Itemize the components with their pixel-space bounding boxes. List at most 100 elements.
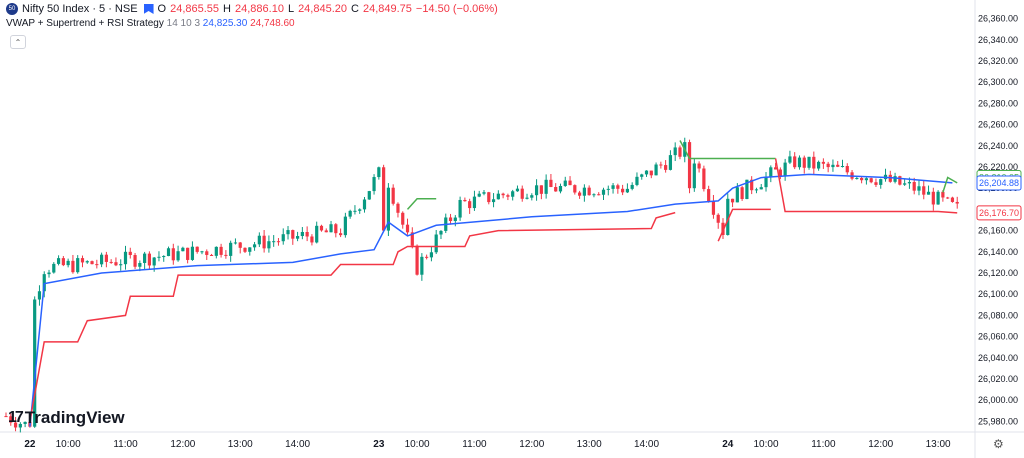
x-tick-label: 24: [722, 439, 734, 450]
candle-body: [769, 167, 773, 177]
candle-body: [539, 185, 543, 194]
symbol-title[interactable]: Nifty 50 Index · 5 · NSE: [22, 3, 138, 15]
candle-body: [56, 258, 61, 264]
high-value: 24,886.10: [235, 3, 284, 15]
candle-body: [630, 184, 634, 189]
candle-body: [358, 209, 362, 211]
candle-body: [534, 185, 539, 196]
candle-body: [367, 191, 371, 200]
settings-gear-icon[interactable]: ⚙: [993, 437, 1004, 451]
candle-body: [233, 242, 238, 244]
candle-body: [23, 421, 27, 424]
candle-body: [176, 251, 180, 261]
candle-body: [133, 255, 137, 267]
candle-body: [855, 178, 859, 180]
indicator-name: VWAP + Supertrend + RSI Strategy: [6, 18, 164, 29]
candle-body: [745, 179, 749, 200]
candle-body: [85, 261, 89, 263]
candle-body: [659, 164, 663, 166]
candle-body: [563, 180, 567, 186]
symbol-header: 50 Nifty 50 Index · 5 · NSE O 24,865.55 H…: [6, 3, 498, 15]
x-tick-label: 12:00: [868, 439, 893, 450]
change-value: −14.50 (−0.06%): [415, 3, 498, 15]
candle-body: [625, 188, 629, 193]
candle-body: [573, 185, 577, 193]
candle-body: [578, 192, 582, 196]
candle-body: [238, 242, 242, 248]
candle-body: [864, 178, 868, 181]
candle-body: [773, 167, 778, 170]
low-value: 24,845.20: [298, 3, 347, 15]
candle-body: [621, 188, 625, 193]
candle-body: [377, 167, 381, 178]
candle-body: [276, 241, 281, 243]
candle-body: [195, 246, 199, 252]
candle-body: [80, 258, 85, 263]
candle-body: [501, 193, 505, 196]
price-label-text: 26,176.70: [979, 208, 1019, 218]
candle-body: [262, 235, 266, 249]
tradingview-logo[interactable]: 17 TradingView: [8, 408, 125, 428]
y-tick-label: 26,080.00: [978, 310, 1018, 320]
candle-body: [171, 248, 175, 261]
y-tick-label: 26,340.00: [978, 35, 1018, 45]
candle-body: [272, 241, 276, 243]
x-tick-label: 13:00: [228, 439, 253, 450]
x-tick-label: 11:00: [462, 439, 487, 450]
x-tick-label: 11:00: [811, 439, 836, 450]
candle-body: [334, 224, 338, 234]
candle-body: [286, 230, 290, 235]
candle-body: [401, 212, 405, 225]
candle-body: [764, 176, 768, 188]
candle-body: [582, 187, 586, 196]
candle-body: [506, 195, 510, 197]
candle-body: [941, 191, 945, 198]
vwap-line: [29, 173, 953, 427]
candle-body: [224, 254, 228, 256]
candle-body: [434, 234, 438, 253]
supertrend-line: [406, 198, 437, 210]
candle-body: [836, 164, 840, 167]
candle-body: [587, 187, 591, 196]
candle-body: [482, 192, 486, 194]
tradingview-mark-icon: 17: [8, 409, 24, 426]
x-tick-label: 14:00: [634, 439, 659, 450]
indicator-legend[interactable]: VWAP + Supertrend + RSI Strategy 14 10 3…: [6, 18, 295, 29]
candle-body: [47, 272, 51, 275]
candle-body: [420, 256, 424, 275]
y-tick-label: 26,320.00: [978, 56, 1018, 66]
candle-body: [917, 186, 921, 191]
candle-body: [453, 217, 457, 222]
candle-body: [711, 201, 716, 215]
tradingview-wordmark: TradingView: [24, 408, 125, 427]
y-tick-label: 26,120.00: [978, 268, 1018, 278]
x-tick-label: 13:00: [577, 439, 602, 450]
candle-body: [243, 247, 247, 252]
price-label-text: 26,204.88: [979, 178, 1019, 188]
x-tick-label: 12:00: [170, 439, 195, 450]
candle-body: [611, 185, 615, 189]
candle-body: [530, 195, 534, 198]
y-tick-label: 26,040.00: [978, 353, 1018, 363]
candle-body: [162, 256, 166, 258]
candle-body: [692, 163, 696, 189]
candle-body: [410, 232, 414, 246]
candle-body: [520, 188, 524, 199]
candle-body: [386, 187, 390, 231]
candle-body: [860, 178, 864, 181]
candle-body: [152, 257, 156, 266]
candle-body: [439, 230, 443, 235]
candle-body: [4, 416, 8, 418]
candle-body: [707, 189, 711, 202]
candle-body: [128, 251, 132, 256]
collapse-legend-button[interactable]: ⌃: [10, 35, 26, 49]
supertrend-line: [942, 176, 958, 193]
candle-body: [214, 246, 218, 256]
candle-body: [372, 177, 376, 192]
candle-body: [491, 199, 496, 203]
candle-body: [472, 196, 477, 209]
candle-body: [468, 201, 472, 209]
candle-body: [9, 416, 13, 423]
bookmark-flag-icon[interactable]: [143, 4, 154, 14]
